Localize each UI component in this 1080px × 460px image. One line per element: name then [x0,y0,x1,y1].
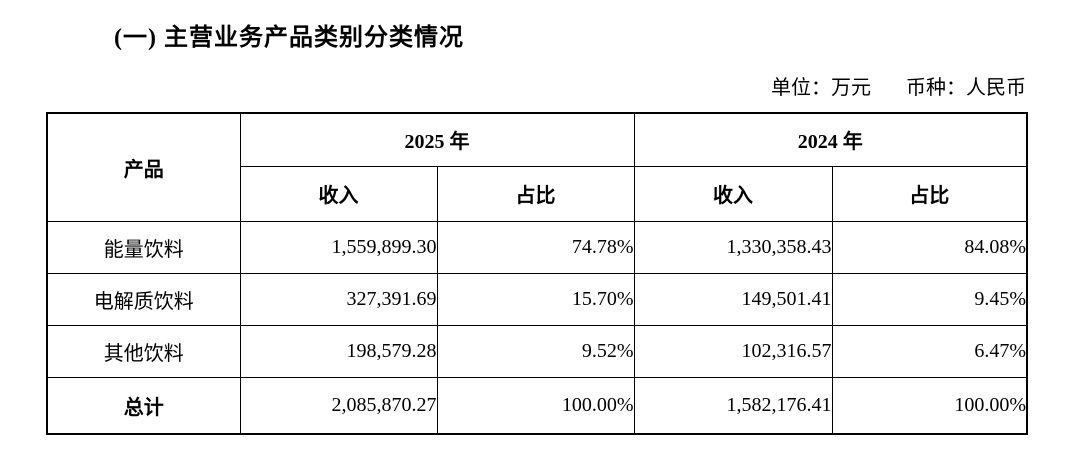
header-revenue-2025: 收入 [239,165,438,222]
header-share-2025: 占比 [436,165,635,222]
header-year-2024: 2024 年 [633,112,1028,167]
product-category-table: 产品 2025 年 2024 年 收入 占比 收入 占比 能量饮料 1,559,… [46,112,1028,435]
total-revenue-2025: 2,085,870.27 [239,376,438,435]
total-revenue-2024: 1,582,176.41 [633,376,833,435]
unit-currency-line: 单位：万元 币种：人民币 [46,76,1026,100]
revenue-2025-value: 327,391.69 [239,272,438,326]
header-year-2025: 2025 年 [239,112,635,167]
table-total-row: 总计 2,085,870.27 100.00% 1,582,176.41 100… [46,376,1028,435]
share-2024-value: 9.45% [831,272,1028,326]
revenue-2025-value: 198,579.28 [239,324,438,378]
currency-label: 币种：人民币 [906,77,1026,99]
header-product: 产品 [46,112,241,222]
table-header-year-row: 产品 2025 年 2024 年 [46,112,1028,222]
product-name: 电解质饮料 [46,272,241,326]
revenue-2024-value: 149,501.41 [633,272,833,326]
total-share-2025: 100.00% [436,376,635,435]
revenue-2025-value: 1,559,899.30 [239,220,438,274]
header-revenue-2024: 收入 [633,165,833,222]
share-2024-value: 84.08% [831,220,1028,274]
share-2025-value: 74.78% [436,220,635,274]
total-label: 总计 [46,376,241,435]
table-row: 能量饮料 1,559,899.30 74.78% 1,330,358.43 84… [46,220,1028,274]
revenue-2024-value: 102,316.57 [633,324,833,378]
unit-label: 单位：万元 [771,77,871,99]
section-title: (一) 主营业务产品类别分类情况 [114,25,464,51]
share-2025-value: 9.52% [436,324,635,378]
table-row: 电解质饮料 327,391.69 15.70% 149,501.41 9.45% [46,272,1028,326]
table-row: 其他饮料 198,579.28 9.52% 102,316.57 6.47% [46,324,1028,378]
revenue-2024-value: 1,330,358.43 [633,220,833,274]
product-name: 其他饮料 [46,324,241,378]
table-header-sub-row: 收入 占比 收入 占比 [47,165,1028,222]
share-2025-value: 15.70% [436,272,635,326]
product-name: 能量饮料 [46,220,241,274]
share-2024-value: 6.47% [831,324,1028,378]
header-share-2024: 占比 [831,165,1028,222]
total-share-2024: 100.00% [831,376,1028,435]
